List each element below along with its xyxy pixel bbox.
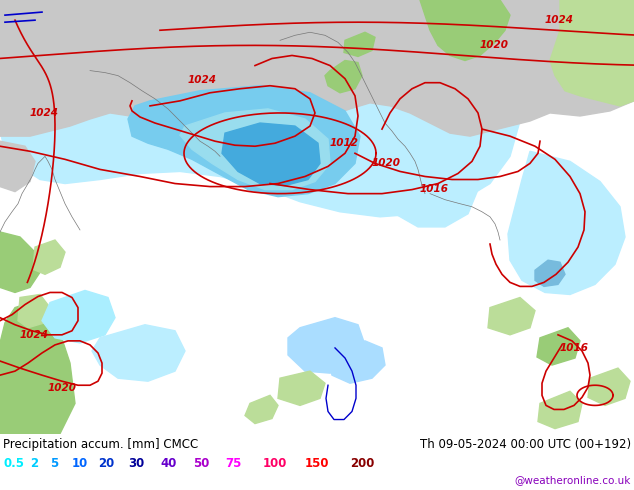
Polygon shape	[537, 328, 580, 365]
Text: 1020: 1020	[480, 40, 509, 50]
Polygon shape	[0, 363, 35, 398]
Text: 100: 100	[263, 457, 287, 470]
Text: 30: 30	[128, 457, 145, 470]
Polygon shape	[420, 0, 510, 60]
Text: 40: 40	[160, 457, 176, 470]
Polygon shape	[385, 153, 478, 227]
Polygon shape	[538, 392, 582, 429]
Polygon shape	[0, 141, 35, 192]
Text: @weatheronline.co.uk: @weatheronline.co.uk	[515, 475, 631, 485]
Text: 10: 10	[72, 457, 88, 470]
Text: Th 09-05-2024 00:00 UTC (00+192): Th 09-05-2024 00:00 UTC (00+192)	[420, 438, 631, 451]
Text: Precipitation accum. [mm] CMCC: Precipitation accum. [mm] CMCC	[3, 438, 198, 451]
Polygon shape	[278, 371, 325, 405]
Text: 200: 200	[350, 457, 374, 470]
Text: 1024: 1024	[30, 108, 59, 118]
Polygon shape	[0, 232, 40, 293]
Polygon shape	[222, 123, 320, 186]
Text: 1024: 1024	[188, 74, 217, 85]
Text: 1016: 1016	[560, 343, 589, 353]
Polygon shape	[0, 81, 30, 113]
Polygon shape	[180, 109, 330, 190]
Polygon shape	[128, 86, 360, 196]
Polygon shape	[42, 291, 115, 343]
Polygon shape	[344, 32, 375, 56]
Text: 50: 50	[193, 457, 209, 470]
Polygon shape	[0, 0, 520, 217]
Polygon shape	[588, 368, 630, 405]
Text: 2: 2	[30, 457, 38, 470]
Text: 75: 75	[225, 457, 242, 470]
Polygon shape	[488, 297, 535, 335]
Polygon shape	[245, 395, 278, 423]
Text: 1024: 1024	[20, 330, 49, 340]
Polygon shape	[18, 294, 50, 328]
Text: 20: 20	[98, 457, 114, 470]
Text: 0.5: 0.5	[3, 457, 24, 470]
Text: 1012: 1012	[330, 138, 359, 148]
Text: 5: 5	[50, 457, 58, 470]
Polygon shape	[508, 151, 625, 294]
Polygon shape	[92, 325, 185, 381]
Polygon shape	[550, 0, 634, 106]
Polygon shape	[0, 0, 634, 136]
Polygon shape	[535, 260, 565, 287]
Text: 1020: 1020	[372, 158, 401, 169]
Polygon shape	[33, 240, 65, 274]
Text: 1024: 1024	[545, 15, 574, 25]
Text: 1020: 1020	[48, 383, 77, 393]
Polygon shape	[325, 60, 362, 93]
Text: 1016: 1016	[420, 184, 449, 194]
Polygon shape	[328, 341, 385, 383]
Text: 150: 150	[305, 457, 330, 470]
Polygon shape	[0, 302, 75, 434]
Polygon shape	[288, 318, 365, 373]
